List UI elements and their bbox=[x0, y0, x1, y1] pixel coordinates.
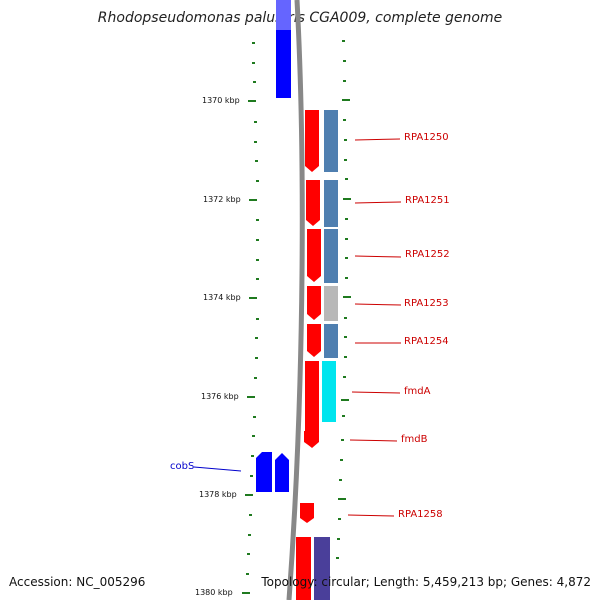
cds-rpa1258 bbox=[300, 503, 314, 523]
cds-fmdb bbox=[304, 431, 318, 447]
cds-rpa1253 bbox=[307, 286, 321, 320]
scale-label-1378: 1378 kbp bbox=[199, 490, 237, 499]
label-leaders bbox=[193, 138, 402, 517]
cds-fmda bbox=[305, 361, 319, 448]
gene-label-rpa1253[interactable]: RPA1253 bbox=[404, 298, 449, 309]
cds-rpa1254 bbox=[307, 324, 321, 357]
cog-column bbox=[314, 110, 338, 600]
scale-label-1372: 1372 kbp bbox=[203, 195, 241, 204]
gene-label-fmdb[interactable]: fmdB bbox=[401, 434, 428, 445]
gene-label-rpa1251[interactable]: RPA1251 bbox=[405, 195, 450, 206]
scale-label-1380: 1380 kbp bbox=[195, 588, 233, 597]
right-tick-column bbox=[336, 40, 348, 559]
gene-label-rpa1254[interactable]: RPA1254 bbox=[404, 336, 449, 347]
gene-label-fmda[interactable]: fmdA bbox=[404, 386, 431, 397]
left-tick-column bbox=[246, 42, 259, 575]
left-major-ticks bbox=[242, 100, 257, 594]
scale-label-1370: 1370 kbp bbox=[202, 96, 240, 105]
gene-label-cobs[interactable]: cobS bbox=[170, 461, 195, 472]
scale-label-1374: 1374 kbp bbox=[203, 293, 241, 302]
cds-rpa1252 bbox=[307, 229, 321, 282]
cds-cobs[interactable] bbox=[256, 452, 289, 492]
right-major-ticks bbox=[338, 99, 351, 500]
genome-backbone bbox=[286, 0, 305, 600]
cds-forward-column[interactable] bbox=[296, 110, 321, 600]
scale-label-1376: 1376 kbp bbox=[201, 392, 239, 401]
topology-text: Topology: circular; Length: 5,459,213 bp… bbox=[261, 575, 591, 589]
accession-text: Accession: NC_005296 bbox=[9, 575, 146, 589]
gene-label-rpa1258[interactable]: RPA1258 bbox=[398, 509, 443, 520]
gene-label-rpa1252[interactable]: RPA1252 bbox=[405, 249, 450, 260]
cds-rpa1251 bbox=[306, 180, 320, 226]
cds-rpa1250 bbox=[305, 110, 319, 172]
cds-bottom bbox=[296, 537, 311, 600]
gene-label-rpa1250[interactable]: RPA1250 bbox=[404, 132, 449, 143]
